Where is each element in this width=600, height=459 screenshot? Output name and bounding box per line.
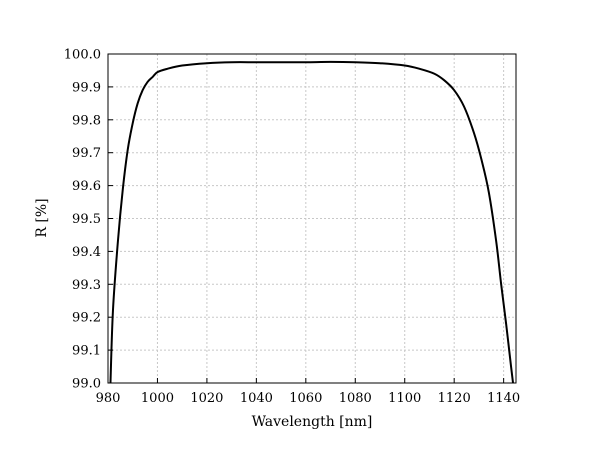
x-tick-label: 1040 — [240, 391, 273, 406]
x-tick-label: 1060 — [289, 391, 322, 406]
x-tick-label: 1100 — [388, 391, 421, 406]
x-tick-label: 1000 — [141, 391, 174, 406]
y-tick-label: 100.0 — [64, 48, 101, 63]
y-tick-label: 99.4 — [72, 245, 101, 260]
x-axis-title: Wavelength [nm] — [252, 414, 373, 430]
y-tick-label: 99.8 — [72, 113, 101, 128]
y-tick-label: 99.5 — [72, 212, 101, 227]
y-tick-label: 99.7 — [72, 146, 101, 161]
grid-lines — [108, 54, 516, 383]
reflectance-series-line — [109, 60, 515, 384]
y-tick-label: 99.1 — [72, 344, 101, 359]
y-tick-label: 99.9 — [72, 80, 101, 95]
x-tick-label: 1140 — [487, 391, 520, 406]
x-tick-label: 980 — [96, 391, 121, 406]
y-tick-labels: 99.0 99.1 99.2 99.3 99.4 99.5 99.6 99.7 99.8 99.9… — [64, 48, 101, 392]
x-tick-label: 1080 — [339, 391, 372, 406]
y-axis-title: R [%] — [34, 198, 50, 237]
x-tick-label: 1120 — [438, 391, 471, 406]
y-tick-label: 99.6 — [72, 179, 101, 194]
x-tick-label: 1020 — [190, 391, 223, 406]
x-tick-labels: 980 1000 1020 1040 1060 1080 1100 1120 1140 — [96, 391, 521, 406]
y-tick-label: 99.3 — [72, 278, 101, 293]
axis-ticks — [107, 53, 505, 384]
y-tick-label: 99.0 — [72, 377, 101, 392]
y-tick-label: 99.2 — [72, 311, 101, 326]
